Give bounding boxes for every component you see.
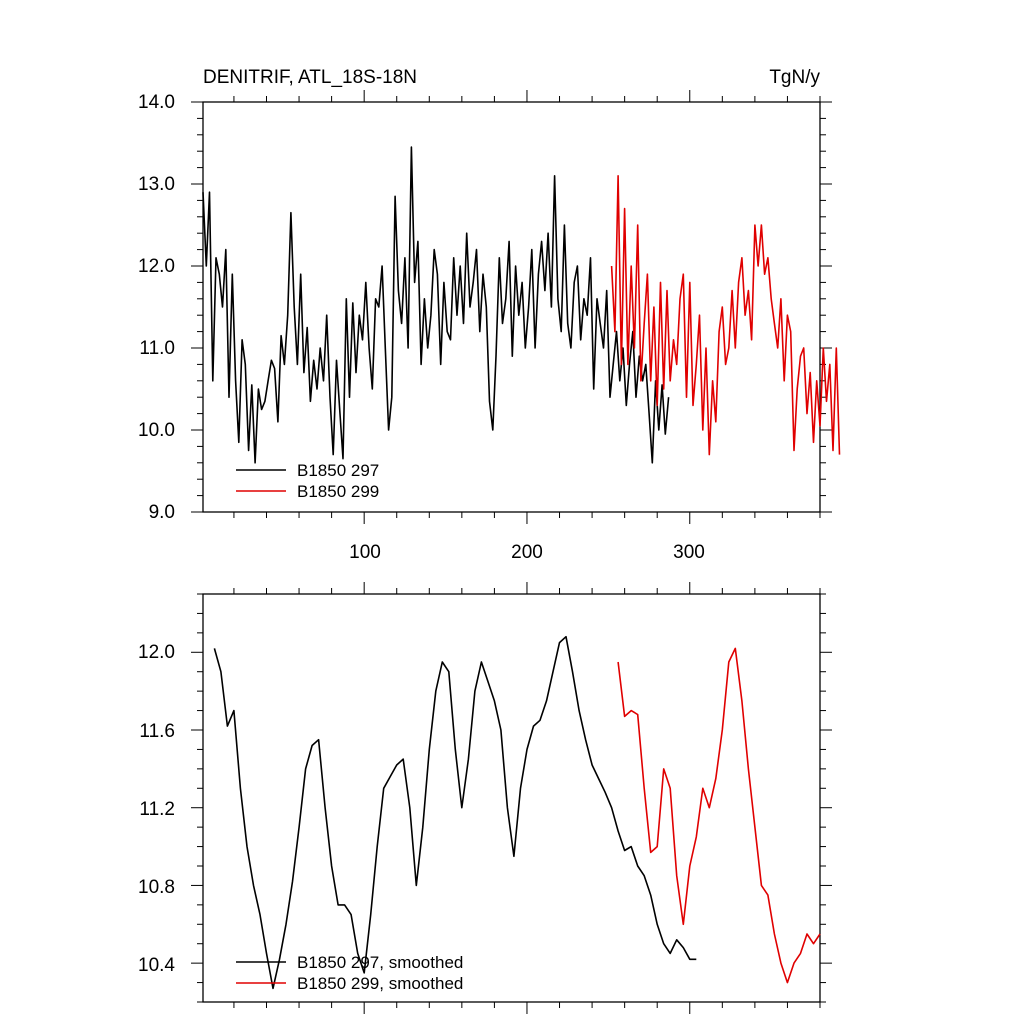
- series-line-b1850-299: [610, 175, 841, 456]
- bottom-plot-frame: [202, 593, 821, 1003]
- y-tick-label: 10.4: [138, 955, 175, 976]
- y-tick-label: 12.0: [138, 256, 175, 277]
- y-tick-label: 11.6: [139, 721, 175, 742]
- bottom-panel: 12.0 11.6 11.2 10.8 10.4 B1850 297, smoo…: [138, 582, 832, 1014]
- y-tick-label: 10.8: [138, 877, 175, 898]
- top-panel: DENITRIF, ATL_18S-18N TgN/y 14.0 13.0 12…: [138, 67, 841, 563]
- top-y-tick-labels: 14.0 13.0 12.0 11.0 10.0 9.0: [138, 92, 175, 523]
- y-tick-label: 11.0: [139, 338, 175, 359]
- bottom-y-tick-labels: 12.0 11.6 11.2 10.8 10.4: [138, 642, 175, 976]
- top-series-lines: [202, 146, 841, 464]
- top-legend: B1850 297 B1850 299: [236, 461, 379, 501]
- series-line-b1850-297: [202, 146, 670, 464]
- x-tick-label: 300: [673, 542, 705, 563]
- bottom-legend: B1850 297, smoothed B1850 299, smoothed: [236, 953, 463, 993]
- top-plot-frame: [202, 101, 821, 513]
- bottom-series-lines: [213, 635, 821, 990]
- y-tick-label: 13.0: [138, 174, 175, 195]
- y-tick-label: 14.0: [138, 92, 175, 113]
- series-line-b1850-297-smoothed: [213, 635, 697, 990]
- x-tick-label: 100: [349, 542, 381, 563]
- top-x-tick-labels: 100 200 300: [349, 542, 705, 563]
- y-tick-label: 10.0: [138, 420, 175, 441]
- legend-entry: B1850 297: [297, 461, 379, 480]
- bottom-ticks: [191, 582, 832, 1014]
- legend-entry: B1850 297, smoothed: [297, 953, 463, 972]
- y-tick-label: 12.0: [138, 642, 175, 663]
- y-tick-label: 11.2: [139, 799, 175, 820]
- legend-entry: B1850 299: [297, 482, 379, 501]
- units-label: TgN/y: [769, 67, 820, 88]
- legend-entry: B1850 299, smoothed: [297, 974, 463, 993]
- x-tick-label: 200: [511, 542, 543, 563]
- chart-title: DENITRIF, ATL_18S-18N: [203, 67, 417, 88]
- y-tick-label: 9.0: [149, 502, 175, 523]
- series-line-b1850-299-smoothed: [617, 647, 821, 984]
